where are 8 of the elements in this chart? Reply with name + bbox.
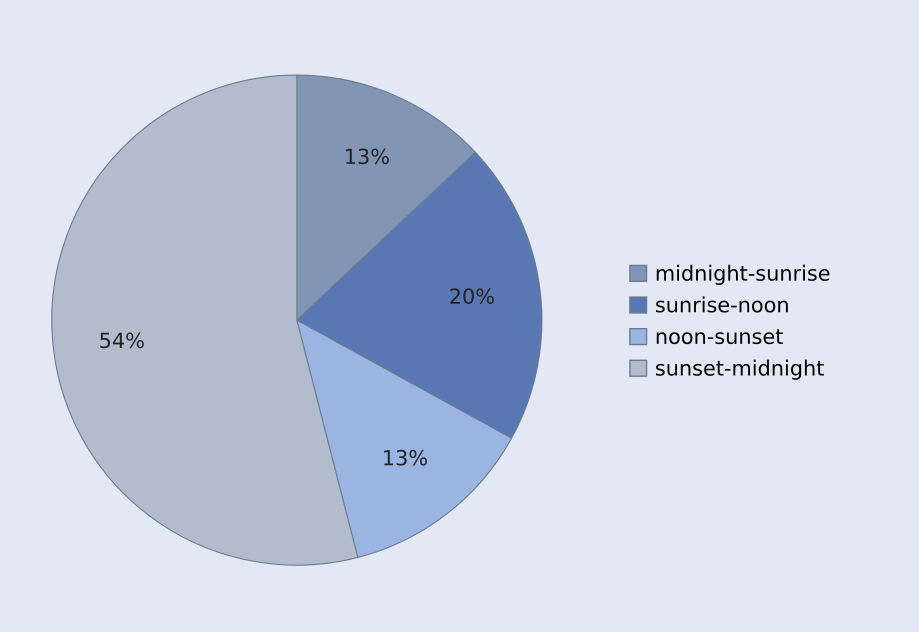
data-label: 13% [346, 148, 389, 164]
data-label: 54% [100, 332, 144, 348]
legend-label: sunrise-noon [656, 296, 788, 313]
data-label: 13% [384, 450, 427, 466]
legend-label: sunset-midnight [656, 360, 824, 380]
data-label: 20% [450, 288, 494, 304]
legend-label: midnight-sunrise [656, 264, 830, 285]
legend-label: noon-sunset [656, 329, 783, 344]
